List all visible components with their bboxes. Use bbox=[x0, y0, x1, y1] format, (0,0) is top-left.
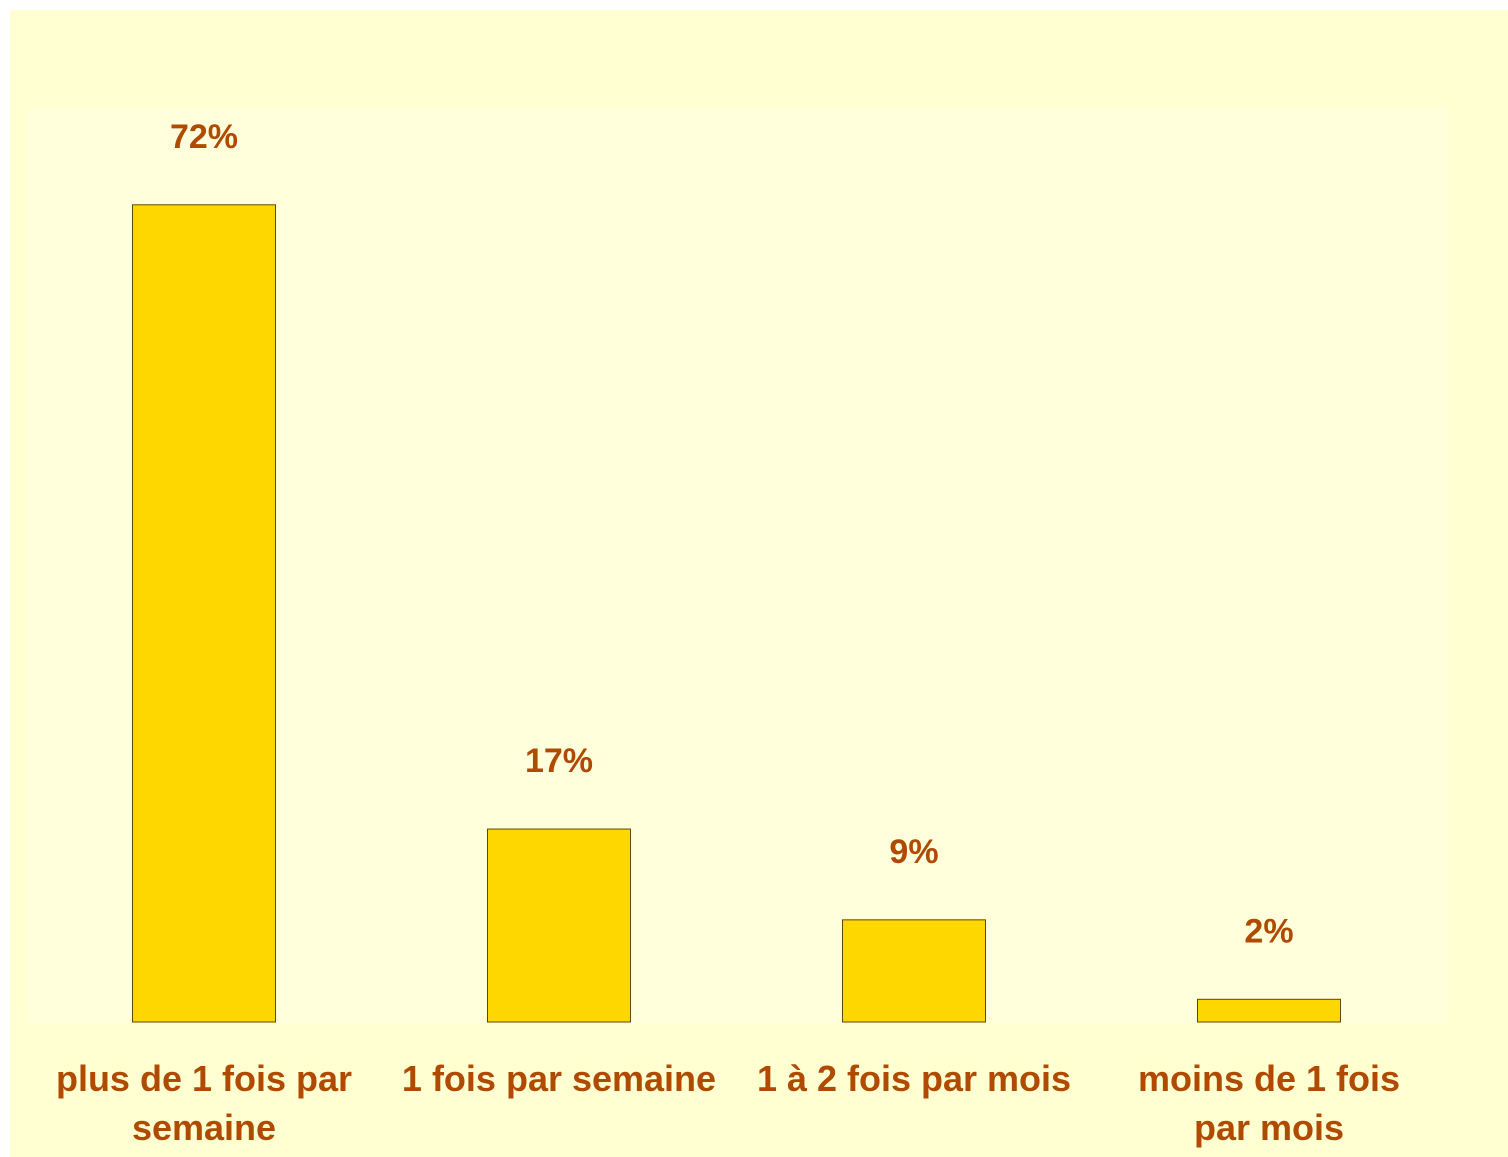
value-label: 17% bbox=[525, 742, 593, 780]
value-label: 2% bbox=[1244, 912, 1293, 950]
bar bbox=[842, 919, 986, 1023]
x-tick-label: plus de 1 fois par semaine bbox=[55, 1058, 353, 1148]
value-label: 72% bbox=[170, 118, 238, 156]
bar bbox=[132, 204, 276, 1023]
value-label: 9% bbox=[889, 833, 938, 871]
bar bbox=[487, 828, 631, 1023]
x-tick-label: moins de 1 fois par mois bbox=[1137, 1058, 1401, 1148]
bar bbox=[1197, 998, 1341, 1023]
x-tick-label: 1 à 2 fois par mois bbox=[756, 1058, 1072, 1099]
x-tick-label: 1 fois par semaine bbox=[401, 1058, 717, 1099]
